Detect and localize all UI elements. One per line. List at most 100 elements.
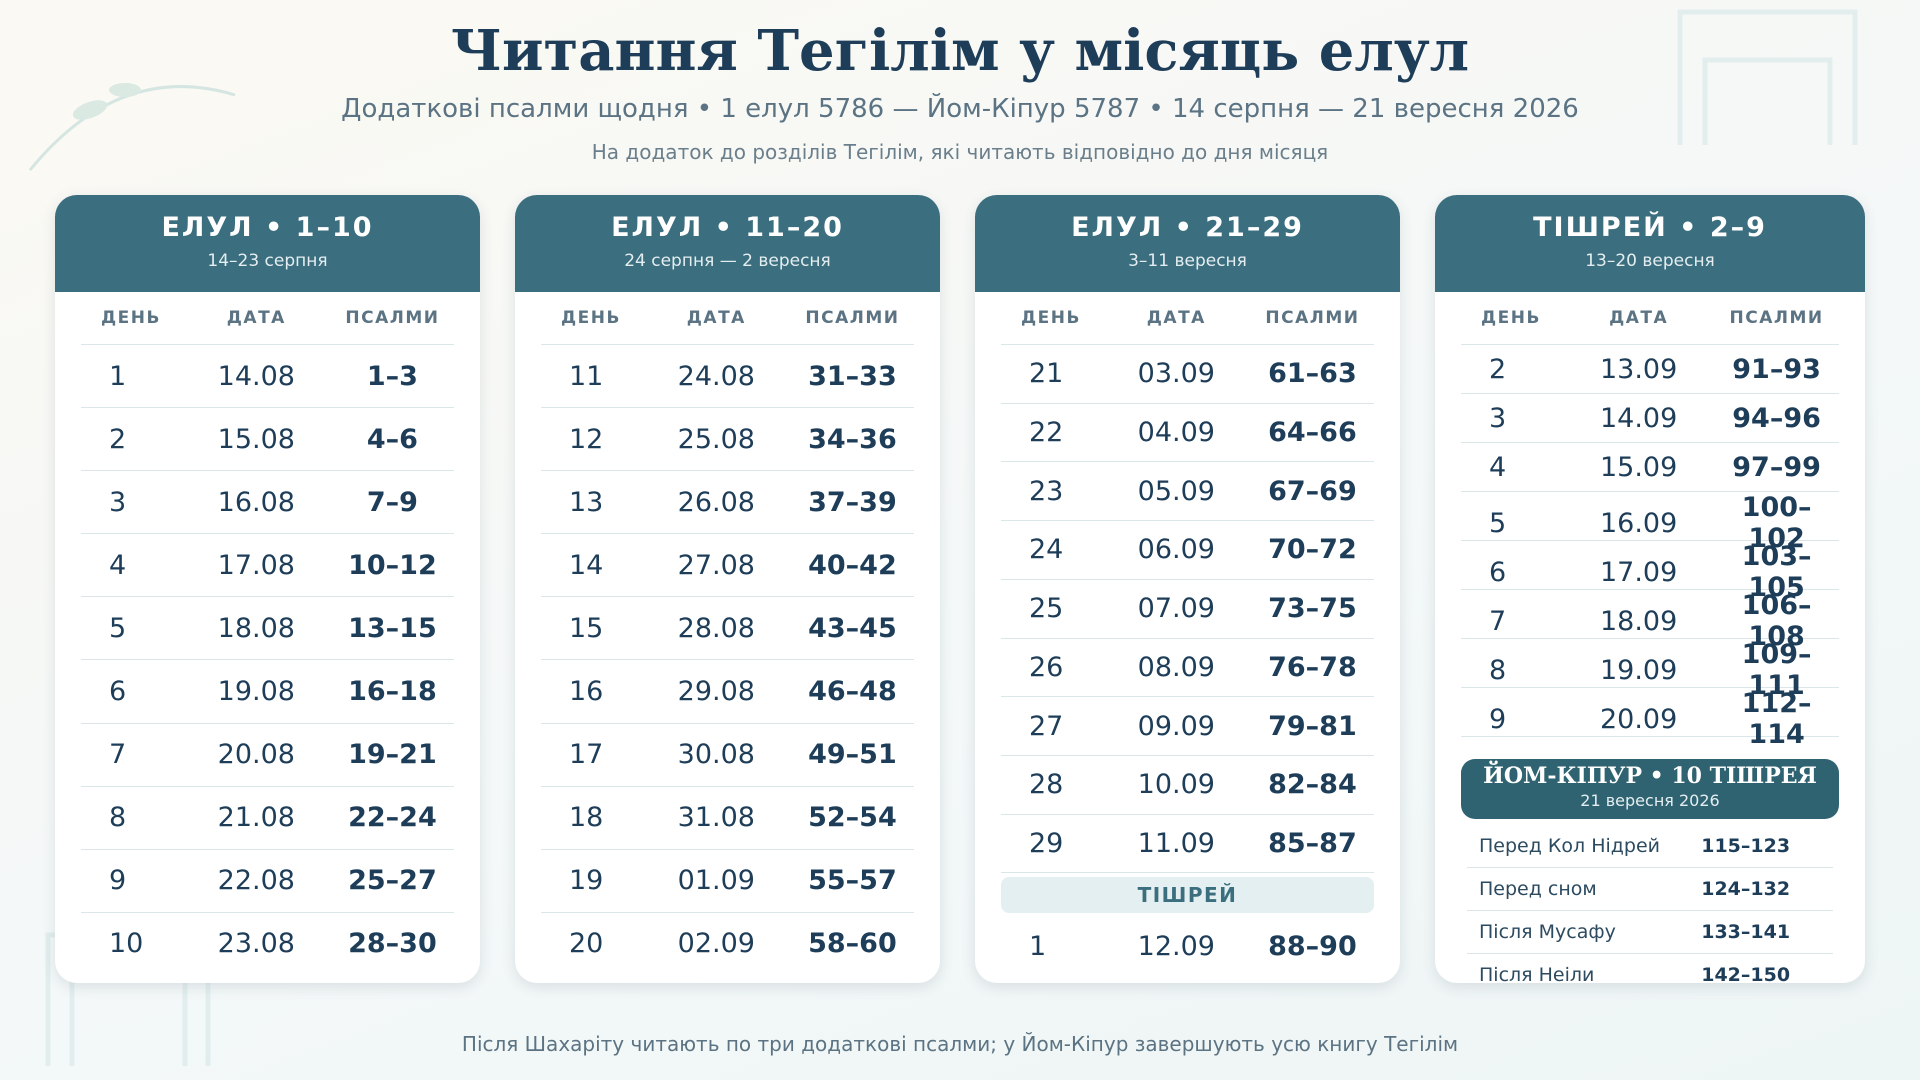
cell: 85–87 xyxy=(1268,827,1357,859)
table-row: 3 16.08 7–9 xyxy=(81,471,454,535)
cell: 67–69 xyxy=(1268,475,1357,507)
table-row: 24 06.09 70–72 xyxy=(1001,521,1374,580)
card-dates: 3–11 вересня xyxy=(1128,251,1247,271)
cell: 29 xyxy=(1029,827,1064,859)
card-dates: 13–20 вересня xyxy=(1585,251,1715,271)
table-row: 21 03.09 61–63 xyxy=(1001,345,1374,404)
card-header: ЕЛУЛ • 21–29 3–11 вересня xyxy=(975,195,1400,292)
card-body: ДЕНЬ ДАТА ПСАЛМИ 21 03.09 61–63 22 04.09 64–66 23… xyxy=(975,292,1400,983)
cell: 18.09 xyxy=(1599,605,1678,637)
table-row: 15 28.08 43–45 xyxy=(541,597,914,661)
cell: 27 xyxy=(1029,710,1064,742)
card-dates: 24 серпня — 2 вересня xyxy=(624,251,831,271)
table-row: 26 08.09 76–78 xyxy=(1001,639,1374,698)
cell: 37–39 xyxy=(808,486,897,518)
cell: 22–24 xyxy=(348,802,437,834)
cell: 18.08 xyxy=(217,612,295,644)
table-row: Перед Кол Нідрей 115–123 xyxy=(1467,825,1833,868)
cell: 70–72 xyxy=(1268,534,1357,566)
cell: 103–105 xyxy=(1741,541,1812,603)
table-row: Перед сном 124–132 xyxy=(1467,868,1833,911)
note: На додаток до розділів Тегілім, які чита… xyxy=(591,140,1329,164)
cell: 15.08 xyxy=(217,423,295,455)
table-row: 13 26.08 37–39 xyxy=(541,471,914,535)
table-row: 4 17.08 10–12 xyxy=(81,534,454,598)
cell: 133–141 xyxy=(1701,921,1791,943)
table-row: 5 16.09 100–102 xyxy=(1461,492,1839,554)
card-dates: 14–23 серпня xyxy=(207,251,328,271)
cell: 46–48 xyxy=(808,676,897,708)
table-row: 5 18.08 13–15 xyxy=(81,597,454,661)
table-row: 16 29.08 46–48 xyxy=(541,660,914,724)
cell: 7 xyxy=(109,739,127,771)
cell: 2 xyxy=(1489,353,1507,385)
cell: 9 xyxy=(1489,703,1507,735)
cell: Перед Кол Нідрей xyxy=(1479,835,1661,857)
cell: 43–45 xyxy=(808,612,897,644)
cell: 26 xyxy=(1029,651,1064,683)
cell: 115–123 xyxy=(1701,835,1791,857)
cell: 08.09 xyxy=(1137,651,1215,683)
table-row: 17 30.08 49–51 xyxy=(541,724,914,787)
cell: ДАТА xyxy=(686,308,746,328)
cell: 40–42 xyxy=(808,549,897,581)
card-title: ЕЛУЛ • 21–29 xyxy=(1071,212,1304,243)
cell: 55–57 xyxy=(808,865,897,897)
cell: 14.08 xyxy=(217,360,295,392)
table-row: 8 19.09 109–111 xyxy=(1461,639,1839,701)
cell: 2 xyxy=(109,423,127,455)
special-date: 21 вересня 2026 xyxy=(1580,791,1720,810)
cell: 11 xyxy=(569,360,604,392)
cell: 31.08 xyxy=(677,802,755,834)
table-row: 27 09.09 79–81 xyxy=(1001,697,1374,756)
card-title: ЕЛУЛ • 1–10 xyxy=(161,212,374,243)
table-row: 9 20.09 112–114 xyxy=(1461,688,1839,750)
cell: 23 xyxy=(1029,475,1064,507)
cell: 112–114 xyxy=(1741,688,1812,750)
cell: 88–90 xyxy=(1268,930,1357,962)
table-row: 20 02.09 58–60 xyxy=(541,913,914,975)
special-rows: Перед Кол Нідрей 115–123 Перед сном 124–132… xyxy=(1461,825,1839,983)
cell: 10.09 xyxy=(1137,769,1215,801)
cell: 17.09 xyxy=(1599,556,1678,588)
cell: 61–63 xyxy=(1268,358,1357,390)
cell: 76–78 xyxy=(1268,651,1357,683)
table-row: 7 20.08 19–21 xyxy=(81,724,454,787)
cell: 16.09 xyxy=(1599,507,1678,539)
card-header: ЕЛУЛ • 11–20 24 серпня — 2 вересня xyxy=(515,195,940,292)
cell: ДАТА xyxy=(1146,308,1206,328)
table-row: 23 05.09 67–69 xyxy=(1001,462,1374,522)
cell: ПСАЛМИ xyxy=(805,308,900,328)
cell: Перед сном xyxy=(1479,878,1597,900)
table-row: 6 17.09 103–105 xyxy=(1461,541,1839,603)
section-label: ТІШРЕЙ xyxy=(1001,877,1374,914)
cell: 79–81 xyxy=(1268,710,1357,742)
table-row: 6 19.08 16–18 xyxy=(81,660,454,724)
cell: 106–108 xyxy=(1741,590,1812,652)
cell: 8 xyxy=(109,802,127,834)
cell: 05.09 xyxy=(1137,475,1215,507)
cell: 19 xyxy=(569,865,604,897)
cell: 8 xyxy=(1489,654,1507,686)
table-row: 19 01.09 55–57 xyxy=(541,850,914,913)
cell: 15 xyxy=(569,612,604,644)
cell: 3 xyxy=(109,486,127,518)
cell: 82–84 xyxy=(1268,769,1357,801)
cell: 25–27 xyxy=(348,865,437,897)
table-row: 7 18.09 106–108 xyxy=(1461,590,1839,652)
cell: 16 xyxy=(569,676,604,708)
table-row: ДЕНЬ ДАТА ПСАЛМИ xyxy=(1001,292,1374,345)
cell: 19–21 xyxy=(348,739,437,771)
cell: 16.08 xyxy=(217,486,295,518)
cell: 15.09 xyxy=(1599,451,1678,483)
cell: 12.09 xyxy=(1137,930,1215,962)
cell: 27.08 xyxy=(677,549,755,581)
cell: 28 xyxy=(1029,769,1064,801)
cell: ДАТА xyxy=(1609,308,1669,328)
cell: ДЕНЬ xyxy=(1021,308,1081,328)
card-header: ЕЛУЛ • 1–10 14–23 серпня xyxy=(55,195,480,292)
table-row: 18 31.08 52–54 xyxy=(541,787,914,850)
cell: 17.08 xyxy=(217,549,295,581)
cell: 18 xyxy=(569,802,604,834)
